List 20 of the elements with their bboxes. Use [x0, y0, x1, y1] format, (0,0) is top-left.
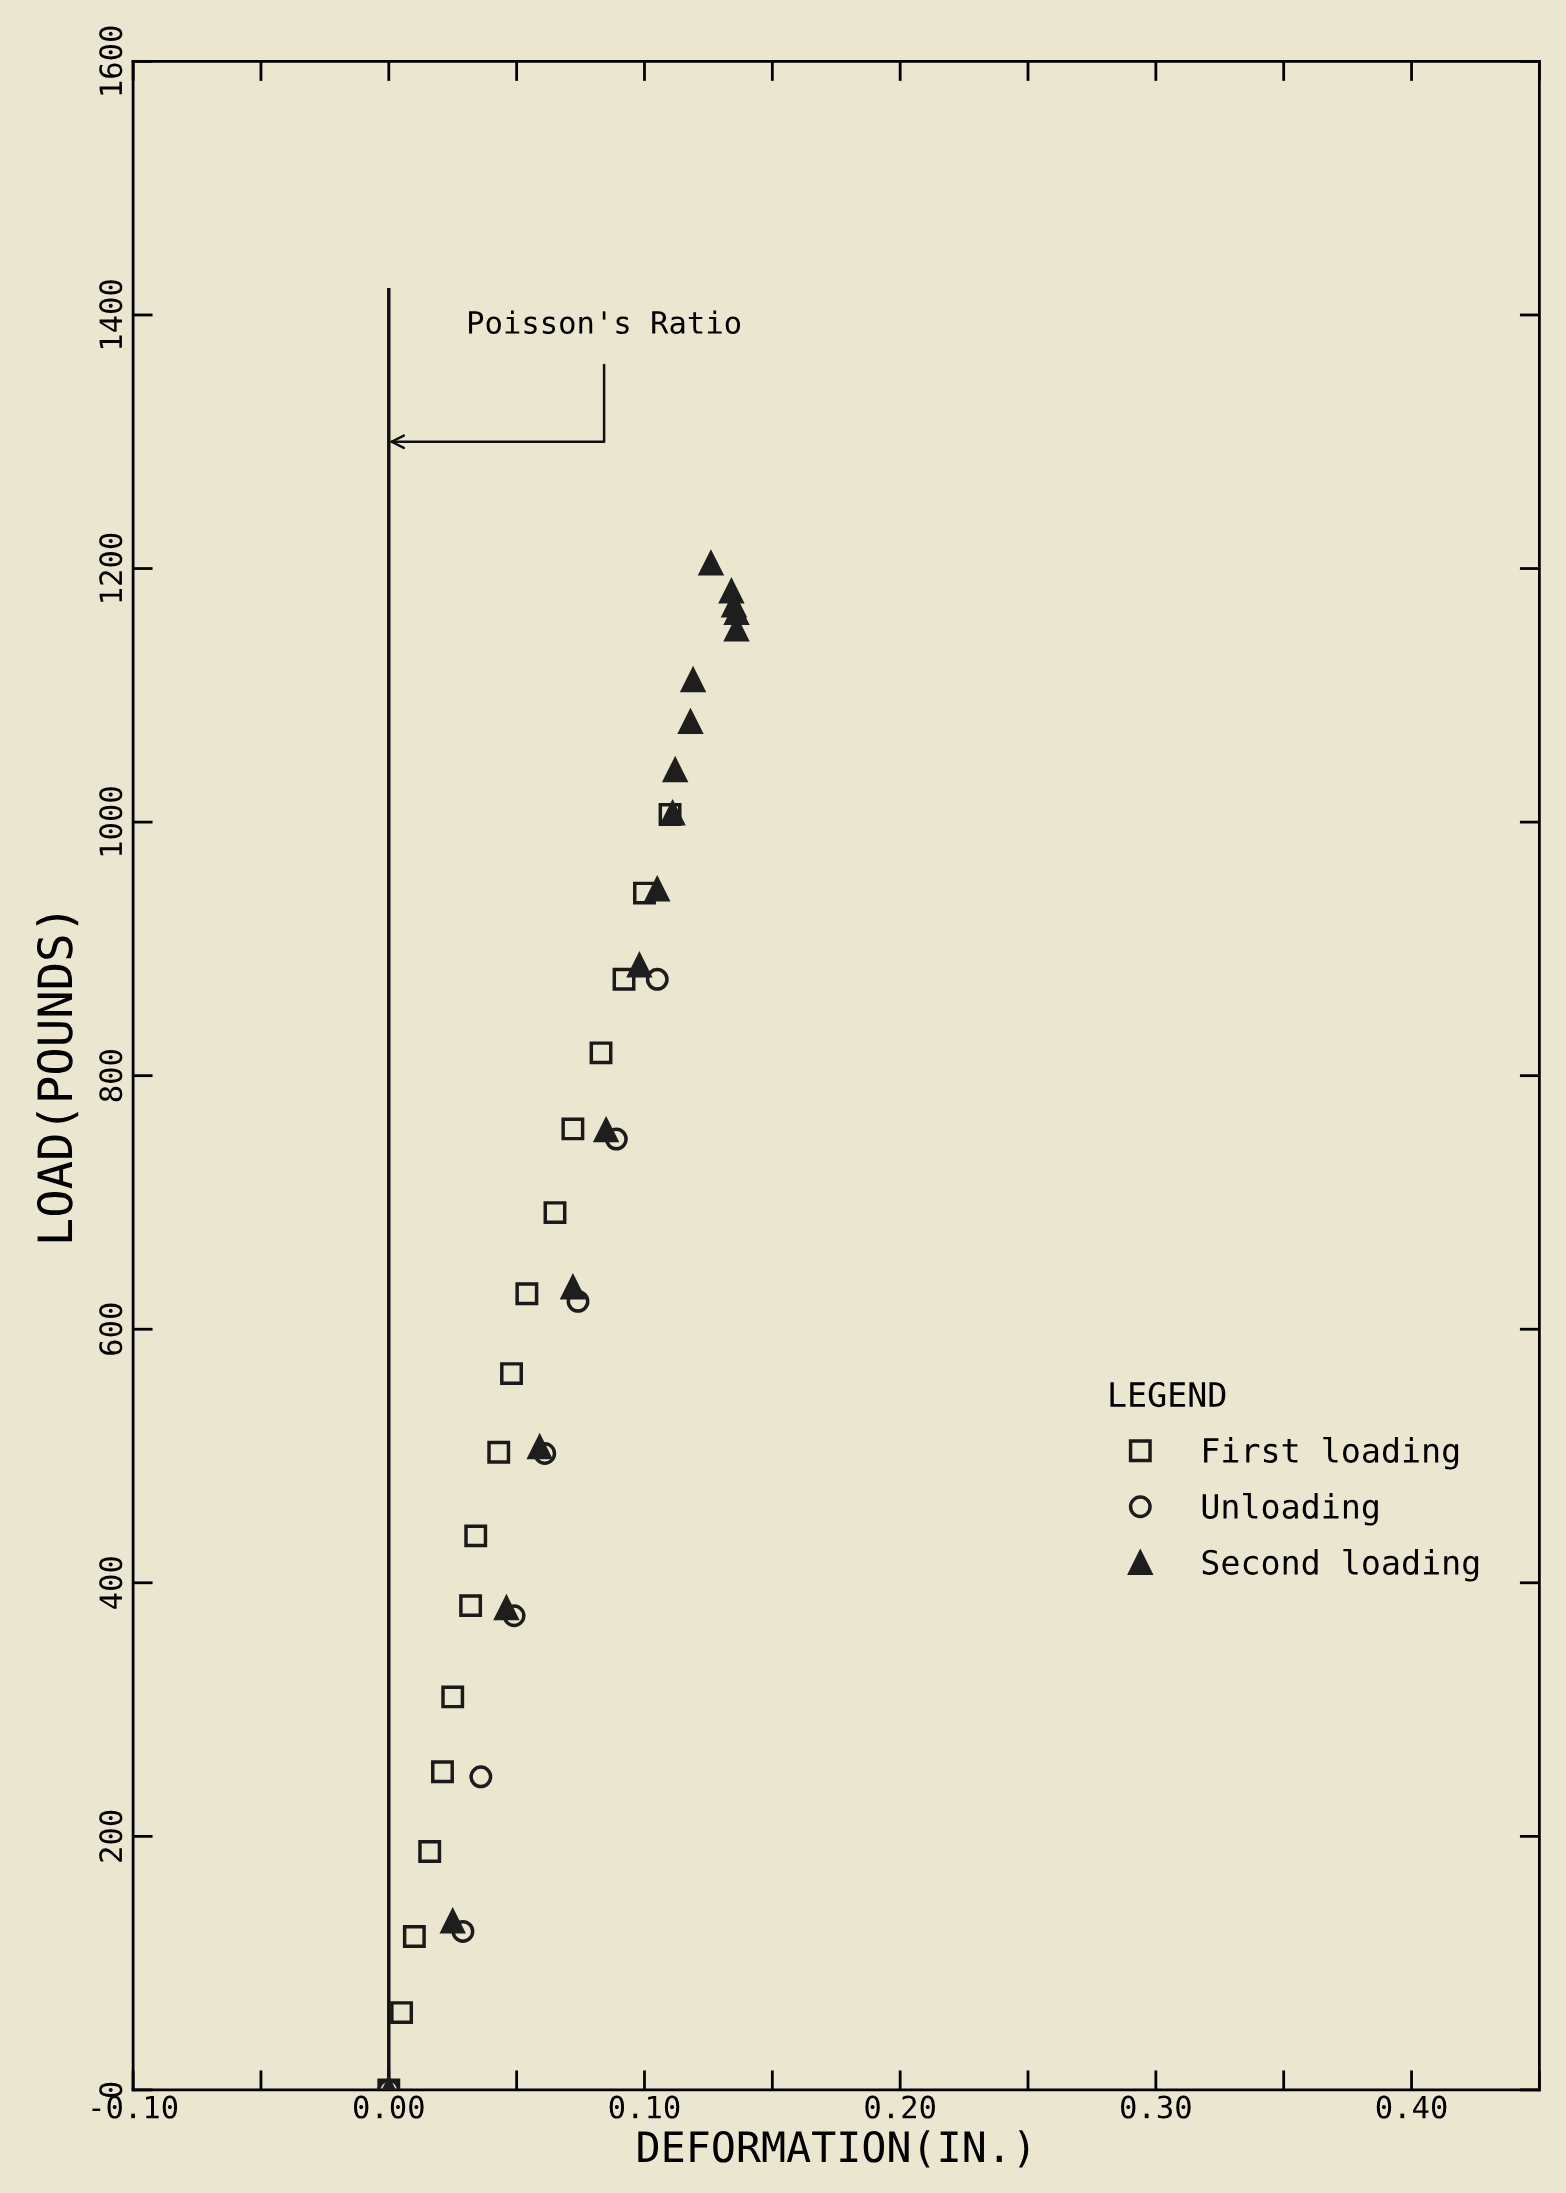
- y-tick-label: 400: [99, 1557, 123, 1609]
- x-tick-label: 0.20: [865, 2095, 935, 2119]
- legend-label: Unloading: [1202, 1492, 1378, 1526]
- x-axis-title: DEFORMATION(IN.): [638, 2130, 1029, 2168]
- x-tick-label: 0.00: [353, 2095, 424, 2119]
- legend-label: First loading: [1204, 1436, 1459, 1470]
- y-tick-label: 200: [99, 1810, 123, 1862]
- y-tick-label: 1400: [99, 280, 123, 349]
- y-axis-title: LOAD(POUNDS): [36, 914, 79, 1242]
- x-tick-label: 0.40: [1376, 2095, 1447, 2119]
- y-tick-label: 1600: [99, 26, 123, 95]
- x-tick-label: 0.30: [1121, 2095, 1191, 2119]
- y-tick-label: 600: [99, 1303, 123, 1355]
- y-tick-label: 800: [99, 1050, 123, 1102]
- legend-title: LEGEND: [1110, 1381, 1226, 1408]
- y-tick-label: 1000: [99, 787, 123, 856]
- x-tick-label: 0.10: [609, 2095, 680, 2119]
- legend-label: Second loading: [1202, 1548, 1479, 1582]
- ref-line-label: Poisson's Ratio: [469, 310, 741, 335]
- y-tick-label: 1200: [99, 533, 123, 602]
